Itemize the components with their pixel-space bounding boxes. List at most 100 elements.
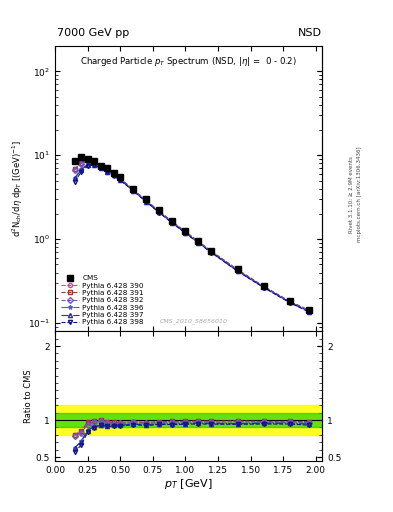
CMS (105, 165, 110, 172)
Pythia 6.428 390 (85, 158, 90, 164)
Pythia 6.428 397 (209, 249, 214, 255)
CMS (209, 248, 214, 254)
Text: CMS_2010_S8656010: CMS_2010_S8656010 (160, 318, 228, 324)
Pythia 6.428 398 (79, 169, 83, 175)
Pythia 6.428 391 (287, 298, 292, 304)
CMS (92, 158, 97, 164)
Pythia 6.428 392 (196, 239, 201, 245)
Pythia 6.428 391 (170, 219, 175, 225)
Pythia 6.428 398 (98, 165, 103, 172)
CMS (261, 283, 266, 289)
Pythia 6.428 397 (307, 309, 312, 315)
CMS (170, 218, 175, 224)
Pythia 6.428 391 (157, 208, 162, 215)
Pythia 6.428 391 (118, 175, 123, 181)
CMS (72, 158, 77, 164)
Pythia 6.428 392 (287, 298, 292, 305)
Pythia 6.428 391 (209, 248, 214, 254)
Pythia 6.428 392 (111, 172, 116, 178)
CMS (111, 169, 116, 176)
Pythia 6.428 391 (79, 160, 83, 166)
Pythia 6.428 396 (118, 176, 123, 182)
CMS (157, 207, 162, 214)
Pythia 6.428 392 (118, 176, 123, 182)
Line: Pythia 6.428 390: Pythia 6.428 390 (72, 159, 311, 313)
Pythia 6.428 397 (105, 168, 110, 175)
Pythia 6.428 396 (111, 172, 116, 178)
Pythia 6.428 396 (105, 168, 110, 174)
Pythia 6.428 397 (111, 173, 116, 179)
Pythia 6.428 391 (111, 171, 116, 177)
Pythia 6.428 392 (209, 248, 214, 254)
Pythia 6.428 396 (72, 175, 77, 181)
Pythia 6.428 390 (118, 176, 123, 182)
Y-axis label: d$^2$N$_{\rm ch}$/d$\eta$ dp$_T$ [(GeV)$^{-1}$]: d$^2$N$_{\rm ch}$/d$\eta$ dp$_T$ [(GeV)$… (11, 140, 25, 237)
Pythia 6.428 398 (85, 163, 90, 169)
Pythia 6.428 396 (235, 268, 240, 274)
Pythia 6.428 391 (131, 186, 136, 193)
Pythia 6.428 390 (157, 209, 162, 215)
X-axis label: $p_T$ [GeV]: $p_T$ [GeV] (164, 477, 213, 492)
Pythia 6.428 397 (118, 177, 123, 183)
Pythia 6.428 392 (105, 167, 110, 173)
Text: NSD: NSD (298, 28, 322, 38)
Pythia 6.428 396 (85, 161, 90, 167)
Pythia 6.428 398 (170, 220, 175, 226)
Pythia 6.428 397 (261, 284, 266, 290)
Pythia 6.428 392 (307, 308, 312, 314)
Pythia 6.428 396 (131, 187, 136, 194)
Pythia 6.428 392 (235, 267, 240, 273)
Text: Rivet 3.1.10; ≥ 2.9M events: Rivet 3.1.10; ≥ 2.9M events (349, 156, 354, 233)
Pythia 6.428 398 (157, 209, 162, 216)
CMS (85, 156, 90, 162)
Pythia 6.428 391 (235, 266, 240, 272)
CMS (131, 185, 136, 191)
Pythia 6.428 390 (307, 308, 312, 314)
CMS (183, 228, 188, 234)
Pythia 6.428 398 (118, 177, 123, 183)
Pythia 6.428 397 (157, 209, 162, 216)
Pythia 6.428 396 (144, 198, 149, 204)
Pythia 6.428 396 (157, 209, 162, 216)
Pythia 6.428 396 (287, 299, 292, 305)
CMS (144, 196, 149, 202)
Pythia 6.428 398 (209, 250, 214, 256)
Line: Pythia 6.428 396: Pythia 6.428 396 (72, 162, 311, 313)
Pythia 6.428 396 (98, 165, 103, 171)
Pythia 6.428 392 (183, 229, 188, 235)
Pythia 6.428 390 (196, 239, 201, 245)
Line: Pythia 6.428 392: Pythia 6.428 392 (72, 159, 311, 313)
Pythia 6.428 398 (287, 300, 292, 306)
CMS (196, 238, 201, 244)
Pythia 6.428 397 (235, 268, 240, 274)
Pythia 6.428 390 (235, 268, 240, 274)
Pythia 6.428 397 (196, 240, 201, 246)
Pythia 6.428 391 (196, 239, 201, 245)
Pythia 6.428 391 (85, 157, 90, 163)
CMS (98, 163, 103, 169)
Pythia 6.428 390 (79, 160, 83, 166)
Pythia 6.428 392 (98, 163, 103, 169)
Pythia 6.428 398 (235, 268, 240, 274)
Pythia 6.428 392 (92, 159, 97, 165)
CMS (235, 266, 240, 272)
Pythia 6.428 391 (261, 283, 266, 289)
Pythia 6.428 390 (170, 220, 175, 226)
Pythia 6.428 392 (170, 219, 175, 225)
Pythia 6.428 390 (105, 167, 110, 173)
Pythia 6.428 397 (98, 165, 103, 171)
Pythia 6.428 392 (79, 161, 83, 167)
Pythia 6.428 396 (307, 308, 312, 314)
Pythia 6.428 397 (72, 175, 77, 181)
Pythia 6.428 391 (72, 166, 77, 173)
Pythia 6.428 390 (131, 187, 136, 193)
Pythia 6.428 396 (170, 220, 175, 226)
Pythia 6.428 398 (105, 168, 110, 175)
Bar (55, 406, 322, 435)
CMS (79, 154, 83, 160)
Line: Pythia 6.428 397: Pythia 6.428 397 (72, 162, 311, 314)
Pythia 6.428 396 (183, 229, 188, 236)
Pythia 6.428 390 (209, 249, 214, 255)
Pythia 6.428 391 (144, 197, 149, 203)
Pythia 6.428 397 (287, 299, 292, 305)
